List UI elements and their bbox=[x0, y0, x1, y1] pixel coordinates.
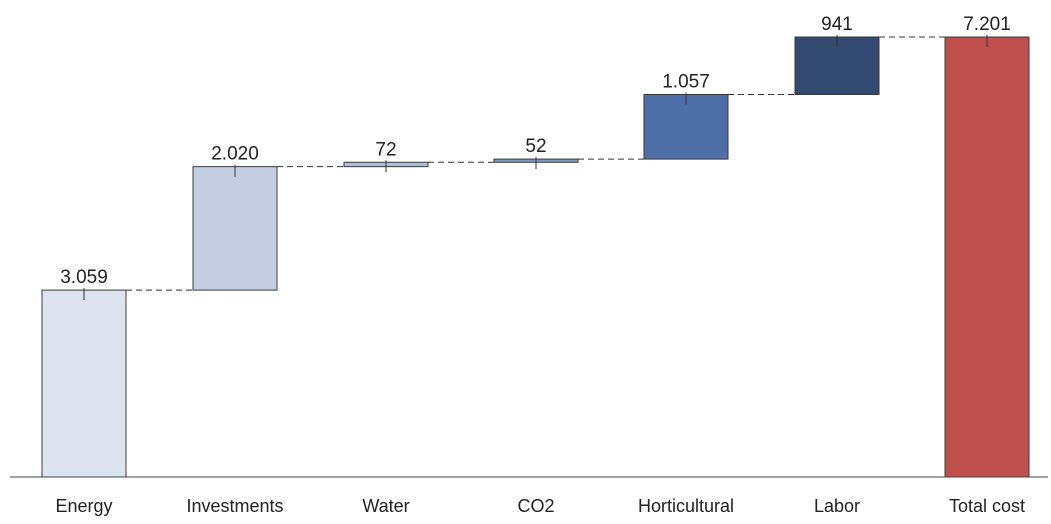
category-label-energy: Energy bbox=[55, 496, 112, 516]
value-label-investments: 2.020 bbox=[211, 144, 259, 165]
value-label-labor: 941 bbox=[821, 14, 853, 35]
bar-horticultural bbox=[643, 93, 729, 160]
bar-energy bbox=[41, 289, 127, 478]
value-label-energy: 3.059 bbox=[60, 267, 108, 288]
bar-total-cost bbox=[944, 36, 1030, 478]
category-label-total-cost: Total cost bbox=[949, 496, 1025, 516]
bar-investments bbox=[192, 166, 278, 291]
connectors-layer bbox=[126, 36, 945, 291]
category-label-investments: Investments bbox=[186, 496, 283, 516]
value-label-horticultural: 1.057 bbox=[662, 71, 710, 92]
category-label-horticultural: Horticultural bbox=[638, 496, 734, 516]
value-label-water: 72 bbox=[375, 139, 396, 160]
category-label-water: Water bbox=[362, 496, 409, 516]
labels-layer: 3.059 Energy 2.020 Investments 72 Water 52 CO2 1… bbox=[55, 14, 1025, 516]
bars-layer bbox=[41, 36, 1030, 478]
value-label-co2: 52 bbox=[525, 136, 546, 157]
value-label-total-cost: 7.201 bbox=[963, 14, 1011, 35]
category-label-labor: Labor bbox=[814, 496, 860, 516]
category-label-co2: CO2 bbox=[517, 496, 554, 516]
